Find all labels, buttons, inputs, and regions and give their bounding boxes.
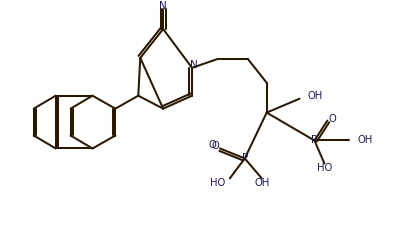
Text: O: O: [208, 140, 216, 150]
Text: P: P: [311, 135, 318, 146]
Text: OH: OH: [357, 135, 372, 146]
Text: N: N: [159, 1, 167, 11]
Text: HO: HO: [317, 163, 332, 173]
Text: P: P: [242, 153, 248, 163]
Text: O: O: [329, 114, 336, 123]
Text: N: N: [190, 60, 198, 70]
Text: OH: OH: [254, 178, 269, 188]
Text: OH: OH: [308, 91, 323, 101]
Text: HO: HO: [210, 178, 225, 188]
Text: O: O: [211, 141, 219, 151]
